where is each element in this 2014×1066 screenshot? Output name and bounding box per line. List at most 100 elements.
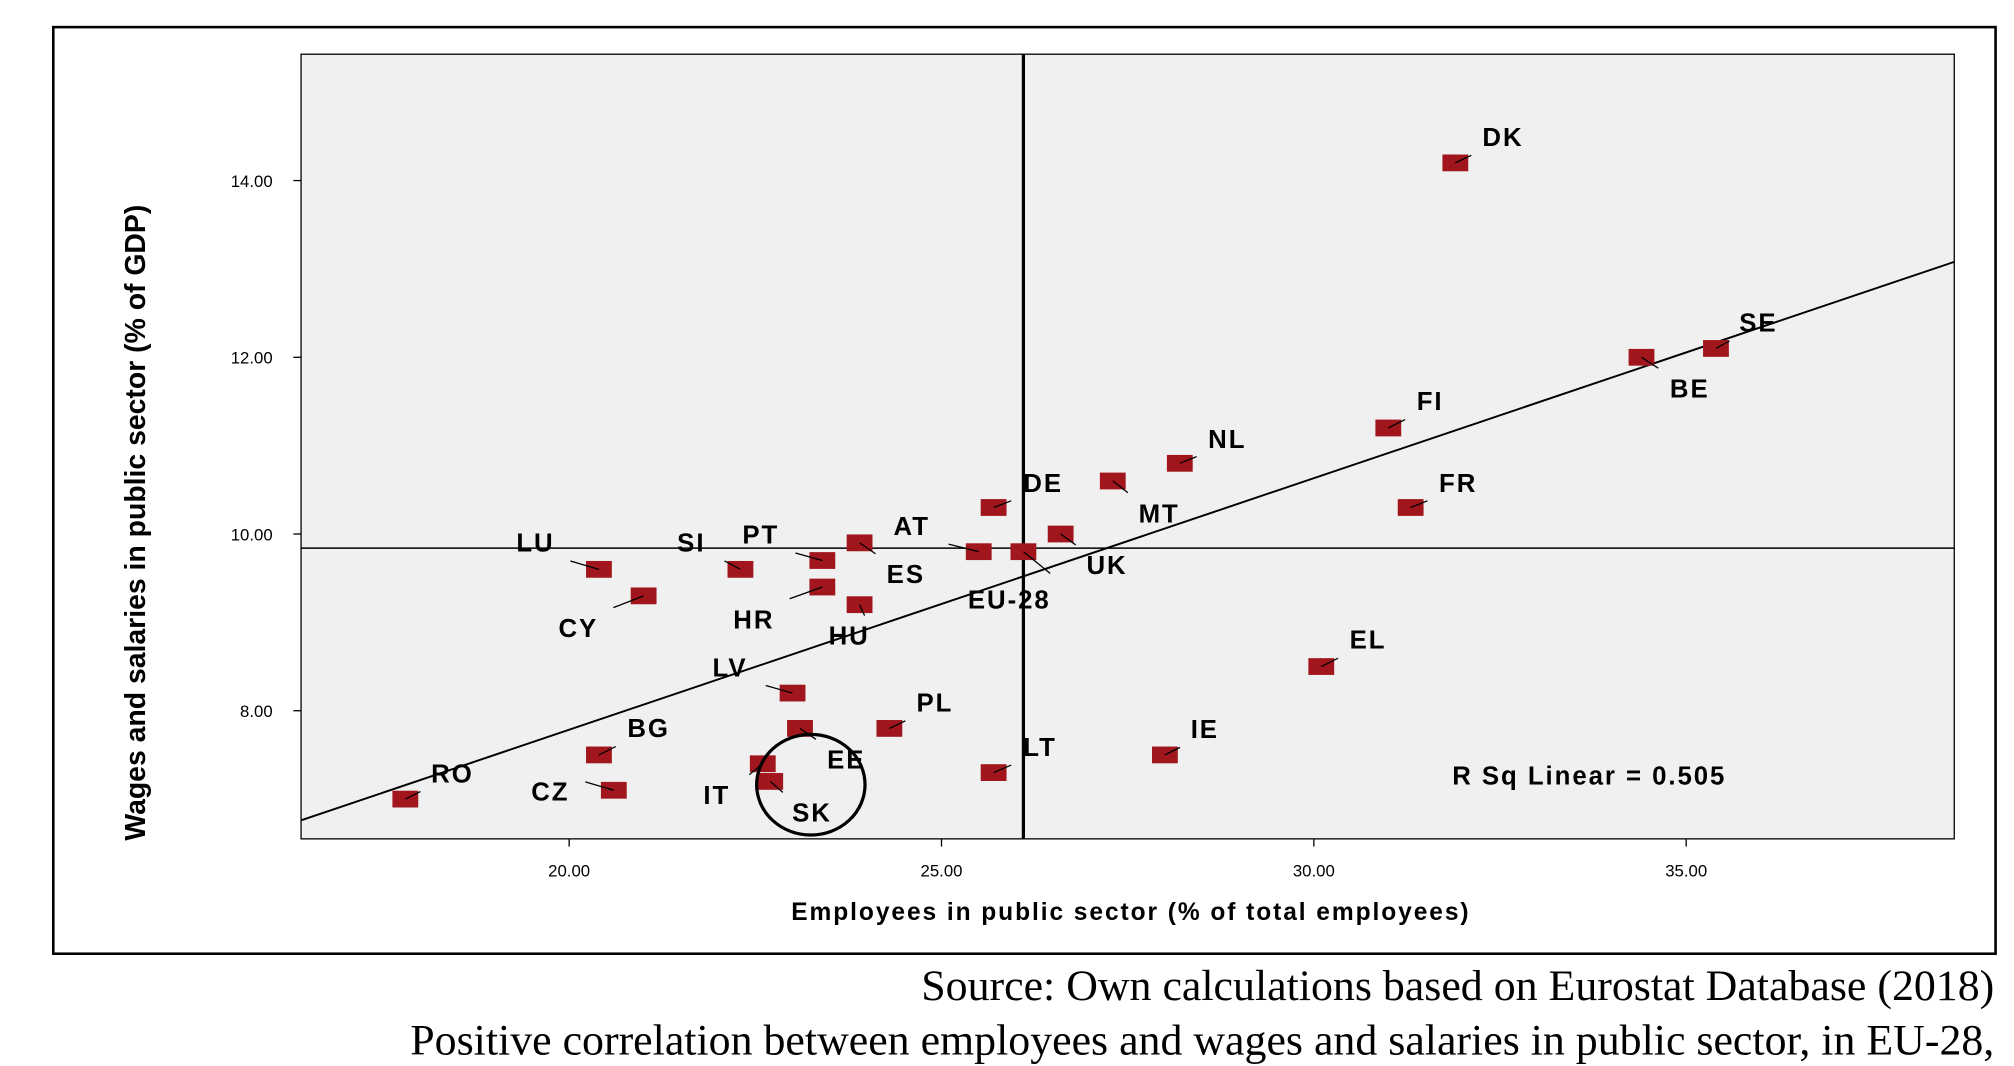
label-leader-line [724, 560, 741, 570]
point-label: EL [1350, 626, 1387, 654]
y-tick-label: 12.00 [231, 349, 273, 368]
data-point-sk: SK [757, 773, 832, 827]
point-marker [1151, 746, 1178, 764]
point-marker [600, 781, 627, 799]
point-label: LU [516, 529, 554, 557]
data-point-pl: PL [876, 690, 953, 737]
label-leader-line [1410, 500, 1428, 509]
data-point-lu: LU [516, 529, 612, 578]
data-point-be: BE [1628, 348, 1710, 403]
label-leader-line [948, 543, 979, 553]
data-point-de: DE [980, 470, 1063, 516]
label-leader-line [1320, 657, 1339, 668]
point-label: HR [733, 606, 774, 634]
point-label: UK [1086, 552, 1127, 580]
label-leader-line [859, 542, 876, 555]
label-leader-line [598, 745, 617, 756]
y-tick-label: 14.00 [231, 172, 273, 191]
label-leader-line [613, 595, 644, 609]
label-leader-line [1060, 533, 1077, 546]
label-leader-line [993, 764, 1012, 774]
point-label: PT [742, 522, 779, 550]
point-label: SK [792, 799, 832, 827]
data-point-pt: PT [742, 522, 836, 569]
label-leader-line [1388, 419, 1406, 429]
data-point-bg: BG [586, 715, 670, 764]
x-tick-label: 20.00 [548, 861, 590, 880]
point-label: FR [1439, 470, 1477, 498]
label-leader-line [1023, 551, 1051, 574]
point-label: SI [677, 529, 705, 557]
point-marker [809, 552, 836, 569]
figure-caption: Positive correlation between employees a… [410, 1016, 1994, 1064]
point-label: ES [887, 561, 925, 589]
label-leader-line [858, 604, 866, 616]
label-leader-line [1641, 356, 1659, 369]
point-label: LV [713, 654, 748, 682]
label-leader-line [765, 684, 793, 694]
data-point-uk: UK [1047, 525, 1127, 580]
label-leader-line [889, 720, 906, 729]
point-label: AT [894, 513, 930, 541]
x-axis-label: Employees in public sector (% of total e… [791, 899, 1470, 926]
point-label: DE [1023, 470, 1063, 498]
data-point-si: SI [677, 529, 754, 578]
point-label: HU [829, 623, 870, 651]
data-point-el: EL [1308, 626, 1387, 675]
point-label: IT [703, 782, 730, 810]
point-label: FI [1417, 388, 1444, 416]
point-marker [1442, 154, 1469, 172]
label-leader-line [1179, 456, 1197, 464]
label-leader-line [993, 500, 1012, 509]
data-point-cy: CY [558, 587, 657, 643]
data-point-nl: NL [1166, 426, 1246, 472]
data-point-fi: FI [1375, 388, 1444, 437]
y-tick-label: 8.00 [240, 702, 273, 721]
label-leader-line [1715, 340, 1730, 350]
point-label: BG [627, 715, 670, 743]
r-squared-annotation: R Sq Linear = 0.505 [1452, 763, 1726, 791]
point-label: CY [558, 615, 598, 643]
data-point-ro: RO [392, 760, 474, 808]
label-leader-line [789, 586, 823, 600]
point-label: MT [1139, 500, 1180, 528]
highlight-circle [755, 732, 867, 837]
source-caption: Source: Own calculations based on Eurost… [921, 962, 1994, 1010]
point-label: EU-28 [968, 586, 1051, 614]
data-point-ie: IE [1151, 716, 1219, 764]
label-leader-line [1112, 480, 1129, 494]
point-label: IE [1191, 716, 1219, 744]
data-point-eu-28: EU-28 [968, 543, 1051, 614]
point-label: BE [1670, 375, 1710, 403]
label-leader-line [769, 780, 784, 793]
data-point-lv: LV [713, 654, 806, 702]
point-label: NL [1208, 426, 1246, 454]
point-label: DK [1482, 124, 1523, 152]
y-tick-label: 10.00 [231, 525, 273, 544]
point-label: PL [916, 690, 953, 718]
label-leader-line [570, 560, 600, 570]
x-tick-label: 25.00 [921, 861, 963, 880]
fit-line [300, 260, 1955, 822]
point-label: SE [1739, 310, 1777, 338]
data-point-mt: MT [1099, 472, 1180, 528]
label-leader-line [795, 552, 823, 562]
data-point-dk: DK [1442, 124, 1523, 172]
plot-area [300, 53, 1955, 840]
x-tick-label: 30.00 [1293, 861, 1335, 880]
data-point-cz: CZ [531, 779, 627, 807]
data-point-se: SE [1703, 310, 1777, 357]
point-label: CZ [531, 779, 569, 807]
point-label: RO [431, 760, 474, 788]
data-point-lt: LT [980, 734, 1056, 781]
label-leader-line [1455, 154, 1472, 164]
point-label: LT [1023, 734, 1056, 762]
data-point-hu: HU [829, 596, 873, 651]
label-leader-line [405, 790, 421, 800]
label-leader-line [585, 781, 615, 791]
data-point-es: ES [846, 534, 925, 589]
x-tick-label: 35.00 [1665, 861, 1707, 880]
data-point-at: AT [894, 513, 992, 561]
label-leader-line [1164, 746, 1181, 756]
